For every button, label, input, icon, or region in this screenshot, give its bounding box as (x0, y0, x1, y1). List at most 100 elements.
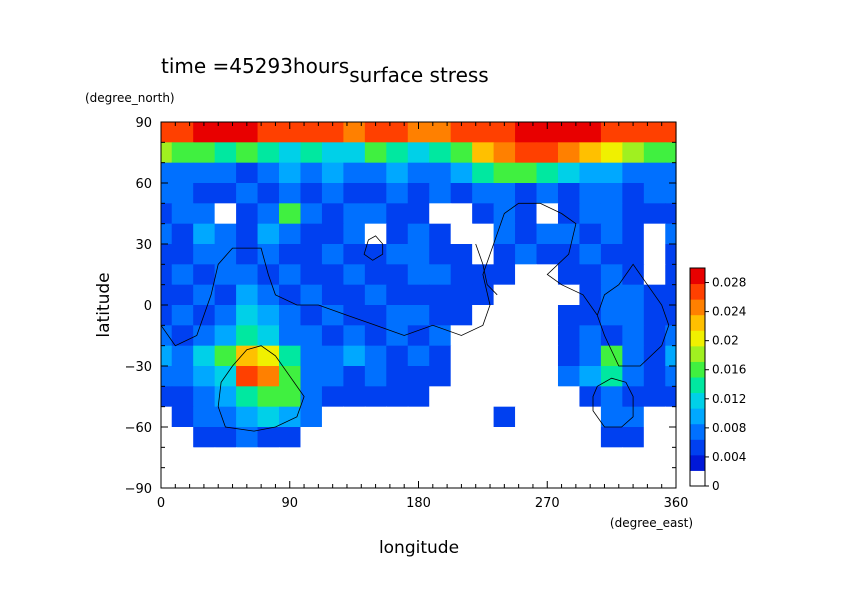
field-cell (579, 305, 602, 326)
field-cell (515, 305, 538, 326)
field-cell (407, 386, 430, 408)
field-cell (193, 142, 216, 164)
x-tick-label: 270 (535, 496, 560, 511)
colorbar-swatch (690, 268, 705, 285)
field-cell (472, 447, 495, 469)
field-cell (557, 386, 581, 408)
field-cell (407, 142, 430, 164)
colorbar-tick-label: 0.02 (712, 334, 739, 348)
field-cell (257, 142, 280, 164)
field-cell (600, 305, 623, 326)
field-cell (386, 203, 409, 225)
field-cell (171, 386, 194, 408)
field-cell (257, 345, 280, 367)
field-cell (364, 325, 387, 347)
field-cell (300, 264, 323, 286)
field-cell (557, 203, 581, 225)
field-cell (171, 122, 194, 143)
field-cell (579, 406, 602, 428)
field-cell (665, 244, 677, 265)
field-cell (600, 366, 623, 387)
field-cell (171, 264, 194, 286)
field-cell (450, 162, 473, 184)
field-cell (665, 284, 677, 306)
field-cell (557, 223, 581, 245)
field-cell (600, 122, 623, 143)
field-cell (579, 366, 602, 387)
field-cell (407, 305, 430, 326)
field-cell (279, 427, 302, 448)
coastline (217, 345, 305, 432)
colorbar-swatch (690, 330, 705, 347)
field-cell (557, 366, 581, 387)
field-cell (343, 406, 366, 428)
field-cell (472, 284, 495, 306)
field-cell (665, 162, 677, 184)
field-cell (536, 325, 559, 347)
field-cell (643, 447, 666, 469)
field-cell (557, 244, 581, 265)
field-cell (493, 305, 516, 326)
field-cell (429, 345, 452, 367)
y-tick-marks (161, 121, 676, 489)
field-cell (515, 183, 538, 204)
field-cell (600, 203, 623, 225)
field-cell (643, 366, 666, 387)
field-cell (300, 325, 323, 347)
field-cell (300, 142, 323, 164)
field-cell (193, 203, 216, 225)
field-cell (193, 345, 216, 367)
field-cell (364, 366, 387, 387)
coastline (363, 235, 384, 261)
field-cell (600, 447, 623, 469)
stress-field (161, 122, 677, 469)
field-cell (214, 447, 237, 469)
field-cell (472, 244, 495, 265)
field-cell (214, 406, 237, 428)
field-cell (515, 386, 538, 408)
field-cell (450, 142, 473, 164)
field-cell (536, 122, 559, 143)
field-cell (193, 244, 216, 265)
field-cell (493, 142, 516, 164)
field-cell (493, 122, 516, 143)
field-cell (343, 244, 366, 265)
field-cell (236, 264, 259, 286)
field-cell (161, 406, 173, 428)
field-cell (472, 122, 495, 143)
colorbar-swatch (690, 377, 705, 394)
chart-title: surface stress (349, 63, 488, 87)
field-cell (493, 366, 516, 387)
field-cell (429, 447, 452, 469)
field-cell (386, 305, 409, 326)
field-cell (472, 223, 495, 245)
field-cell (665, 325, 677, 347)
field-cell (536, 162, 559, 184)
field-cell (300, 284, 323, 306)
field-cell (236, 386, 259, 408)
field-cell (214, 142, 237, 164)
field-cell (515, 447, 538, 469)
field-cell (161, 162, 173, 184)
field-cell (386, 406, 409, 428)
colorbar-frame (689, 267, 706, 487)
field-cell (557, 305, 581, 326)
field-cell (321, 447, 344, 469)
field-cell (300, 386, 323, 408)
field-cell (579, 142, 602, 164)
field-cell (161, 244, 173, 265)
x-unit-label: (degree_east) (610, 516, 693, 530)
field-cell (643, 264, 666, 286)
field-cell (429, 244, 452, 265)
field-cell (665, 386, 677, 408)
field-cell (300, 162, 323, 184)
field-cell (622, 366, 645, 387)
colorbar-tick-label: 0.012 (712, 392, 746, 406)
field-cell (279, 345, 302, 367)
field-cell (622, 345, 645, 367)
field-cell (579, 386, 602, 408)
field-cell (622, 406, 645, 428)
field-cell (386, 447, 409, 469)
field-cell (557, 142, 581, 164)
